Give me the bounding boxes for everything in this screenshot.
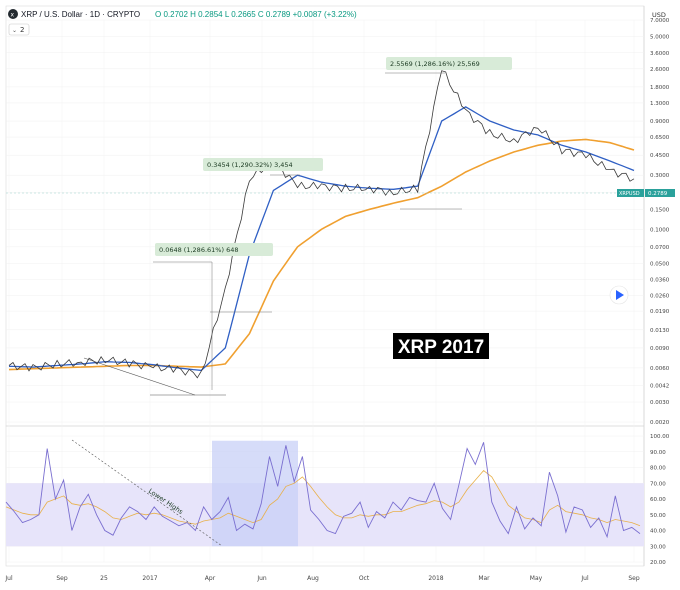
price-tick-label: 1.3000 xyxy=(650,101,670,107)
xrp-logo-icon xyxy=(8,9,18,19)
price-tick-label: 0.6500 xyxy=(650,135,670,141)
price-axis: 7.0000 5.0000 3.6000 2.6000 1.8000 1.3000 0.90… xyxy=(650,18,670,426)
annotation-1: 0.0648 (1,286.61%) 648 xyxy=(155,243,273,256)
price-tick-label: 0.1000 xyxy=(650,227,670,233)
time-axis: Jul Sep 25 2017 Apr Jun Aug Oct 2018 Mar May Jul Sep xyxy=(4,575,639,582)
price-line xyxy=(8,70,635,379)
price-badge-value: 0.2789 xyxy=(648,191,668,197)
price-tick-label: 0.0030 xyxy=(650,400,670,406)
price-tick-label: 0.0090 xyxy=(650,346,670,352)
chevron-down-icon: ⌄ xyxy=(12,27,17,34)
price-tick-label: 0.0360 xyxy=(650,278,670,284)
grid-lines xyxy=(6,19,644,563)
rsi-tick-label: 40.00 xyxy=(650,529,666,535)
rsi-highlight-zone xyxy=(212,440,298,547)
annotation-3: 2.5569 (1,286.16%) 25,569 xyxy=(386,57,512,70)
price-tick-label: 0.3000 xyxy=(650,173,670,179)
price-tick-label: 0.0020 xyxy=(650,420,670,426)
price-tick-label: 0.0700 xyxy=(650,245,670,251)
price-tick-label: 5.0000 xyxy=(650,35,670,41)
rsi-band xyxy=(6,483,644,547)
x-tick-label: May xyxy=(530,575,543,582)
ema-fast-line xyxy=(8,106,635,372)
rsi-tick-label: 100.00 xyxy=(650,434,670,440)
price-badge: XRPUSD 0.2789 xyxy=(617,189,675,197)
price-tick-label: 0.1500 xyxy=(650,207,670,213)
price-tick-label: 0.0260 xyxy=(650,294,670,300)
replay-button[interactable] xyxy=(609,285,629,305)
rsi-tick-label: 30.00 xyxy=(650,544,666,550)
price-tick-label: 0.0042 xyxy=(650,383,669,389)
watermark-text: XRP 2017 xyxy=(398,337,484,358)
currency-label: USD xyxy=(652,11,666,19)
annotation-3-label: 2.5569 (1,286.16%) 25,569 xyxy=(390,60,480,68)
x-tick-label: 2017 xyxy=(142,575,157,582)
price-tick-label: 0.0190 xyxy=(650,309,670,315)
annotation-2: 0.3454 (1,290.32%) 3,454 xyxy=(203,158,323,171)
price-tick-label: 0.0500 xyxy=(650,261,670,267)
svg-text:x: x xyxy=(11,12,15,19)
price-tick-label: 7.0000 xyxy=(650,18,670,24)
symbol-title: XRP / U.S. Dollar · 1D · CRYPTO xyxy=(21,10,140,19)
price-tick-label: 0.9000 xyxy=(650,119,670,125)
rsi-tick-label: 60.00 xyxy=(650,497,666,503)
price-tick-label: 0.4500 xyxy=(650,153,670,159)
indicator-count: 2 xyxy=(20,26,24,34)
x-tick-label: Sep xyxy=(628,575,640,582)
rsi-tick-label: 70.00 xyxy=(650,481,666,487)
x-tick-label: Mar xyxy=(478,575,490,582)
price-tick-label: 1.8000 xyxy=(650,85,670,91)
rsi-line xyxy=(5,442,641,539)
x-tick-label: Oct xyxy=(359,575,370,582)
x-tick-label: Jun xyxy=(256,575,267,582)
x-tick-label: Jul xyxy=(580,575,589,582)
price-tick-label: 3.6000 xyxy=(650,51,670,57)
price-badge-symbol: XRPUSD xyxy=(619,191,640,197)
price-downtrend-line xyxy=(83,357,196,396)
x-tick-label: 2018 xyxy=(428,575,443,582)
x-tick-label: Aug xyxy=(307,575,319,582)
lower-highs-line xyxy=(71,439,223,547)
price-tick-label: 0.0130 xyxy=(650,328,670,334)
rsi-tick-label: 50.00 xyxy=(650,513,666,519)
ema-slow-line xyxy=(8,138,635,371)
annotation-1-label: 0.0648 (1,286.61%) 648 xyxy=(159,246,238,254)
indicators-toggle[interactable]: ⌄ 2 xyxy=(8,23,30,36)
rsi-ma-line xyxy=(5,470,641,527)
x-tick-label: Sep xyxy=(56,575,68,582)
watermark: XRP 2017 xyxy=(393,333,489,359)
x-tick-label: Apr xyxy=(205,575,216,582)
rsi-tick-label: 90.00 xyxy=(650,450,666,456)
rsi-tick-label: 80.00 xyxy=(650,466,666,472)
annotation-2-label: 0.3454 (1,290.32%) 3,454 xyxy=(207,161,293,169)
header: x XRP / U.S. Dollar · 1D · CRYPTO O 0.27… xyxy=(8,9,357,19)
price-tick-label: 2.6000 xyxy=(650,67,670,73)
play-icon xyxy=(616,290,624,300)
x-tick-label: 25 xyxy=(100,575,108,582)
price-tick-label: 0.0060 xyxy=(650,366,670,372)
rsi-axis: 100.00 90.00 80.00 70.00 60.00 50.00 40.00 30.0… xyxy=(650,434,670,566)
x-tick-label: Jul xyxy=(4,575,13,582)
rsi-tick-label: 20.00 xyxy=(650,560,666,566)
ohlc-values: O 0.2702 H 0.2854 L 0.2665 C 0.2789 +0.0… xyxy=(155,10,357,19)
